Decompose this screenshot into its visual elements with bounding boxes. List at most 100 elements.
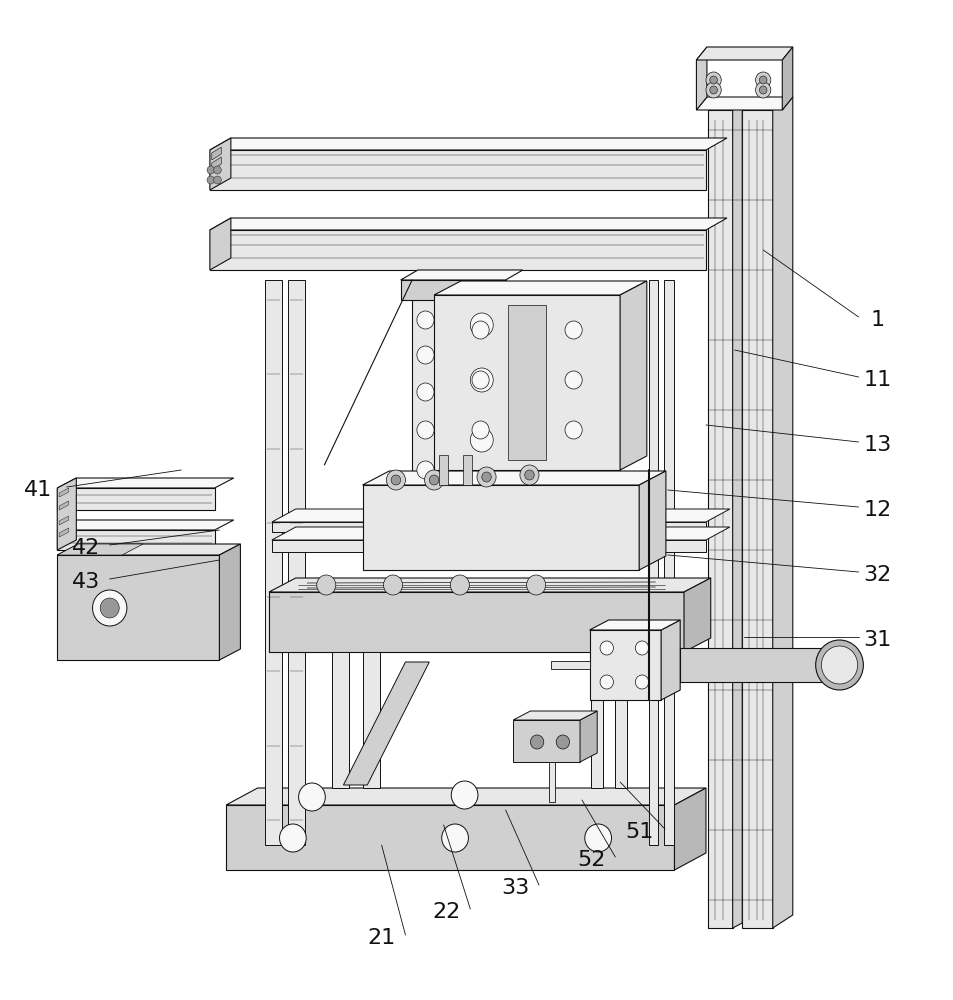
Polygon shape [589,620,679,630]
Text: 31: 31 [862,630,891,650]
Circle shape [213,166,221,174]
Circle shape [470,368,493,392]
Polygon shape [210,138,231,190]
Polygon shape [269,592,683,652]
Polygon shape [551,661,589,669]
Polygon shape [648,280,658,845]
Polygon shape [362,471,665,485]
Polygon shape [219,544,240,660]
Polygon shape [57,478,76,550]
Polygon shape [589,630,660,700]
Circle shape [481,472,491,482]
Circle shape [815,640,862,690]
Polygon shape [438,455,448,485]
Circle shape [470,313,493,337]
Polygon shape [57,555,219,660]
Polygon shape [579,711,597,762]
Polygon shape [615,642,626,788]
Circle shape [709,86,717,94]
Polygon shape [679,648,827,682]
Polygon shape [467,280,496,508]
Circle shape [635,675,648,689]
Text: 13: 13 [862,435,891,455]
Polygon shape [59,488,69,497]
Polygon shape [210,138,726,150]
Polygon shape [57,530,214,550]
Circle shape [416,461,434,479]
Circle shape [530,735,543,749]
Polygon shape [400,280,505,300]
Polygon shape [781,47,792,110]
Polygon shape [226,805,674,870]
Circle shape [759,76,766,84]
Polygon shape [513,720,579,762]
Polygon shape [57,544,240,555]
Polygon shape [732,105,741,928]
Polygon shape [639,471,665,570]
Polygon shape [272,540,705,552]
Circle shape [450,575,469,595]
Circle shape [759,86,766,94]
Polygon shape [332,652,349,788]
Polygon shape [696,47,792,60]
Polygon shape [772,97,792,928]
Polygon shape [272,509,729,522]
Polygon shape [400,270,522,280]
Polygon shape [272,522,705,532]
Circle shape [705,72,720,88]
Circle shape [472,321,489,339]
Circle shape [279,824,306,852]
Circle shape [526,575,545,595]
Circle shape [564,421,581,439]
Circle shape [519,465,538,485]
Polygon shape [343,662,429,785]
Circle shape [416,346,434,364]
Circle shape [705,82,720,98]
Polygon shape [362,652,379,788]
Polygon shape [57,488,214,510]
Circle shape [472,371,489,389]
Polygon shape [57,478,233,488]
Circle shape [556,735,569,749]
Circle shape [599,641,613,655]
Polygon shape [741,110,772,928]
Polygon shape [269,578,710,592]
Text: 42: 42 [71,538,100,558]
Text: 43: 43 [71,572,100,592]
Text: 51: 51 [624,822,653,842]
Circle shape [386,470,405,490]
Circle shape [476,467,496,487]
Polygon shape [288,280,305,845]
Polygon shape [59,516,69,525]
Text: 41: 41 [24,480,52,500]
Polygon shape [696,47,706,110]
Circle shape [821,646,857,684]
Circle shape [441,824,468,852]
Circle shape [207,166,214,174]
Text: 52: 52 [577,850,605,870]
Circle shape [599,675,613,689]
Circle shape [416,421,434,439]
Polygon shape [591,642,602,788]
Polygon shape [212,147,221,160]
Polygon shape [508,305,545,460]
Polygon shape [210,230,705,270]
Polygon shape [548,762,555,802]
Circle shape [524,470,534,480]
Polygon shape [663,280,673,845]
Circle shape [584,824,611,852]
Circle shape [383,575,402,595]
Circle shape [429,475,438,485]
Circle shape [564,371,581,389]
Polygon shape [513,711,597,720]
Circle shape [755,82,770,98]
Text: 32: 32 [862,565,891,585]
Circle shape [416,383,434,401]
Circle shape [564,321,581,339]
Polygon shape [707,110,732,928]
Circle shape [213,176,221,184]
Polygon shape [272,527,729,540]
Polygon shape [462,455,472,485]
Polygon shape [210,218,231,270]
Circle shape [424,470,443,490]
